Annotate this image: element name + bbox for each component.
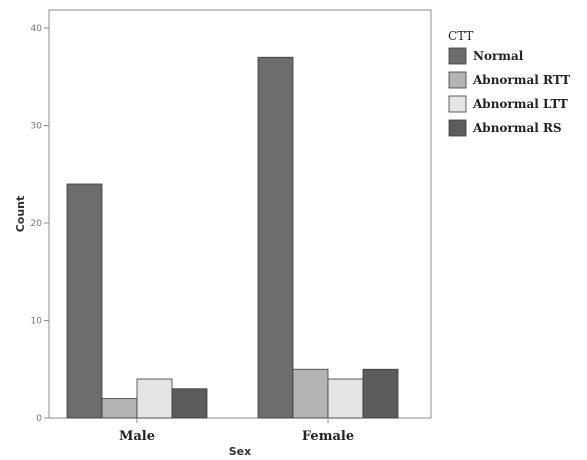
y-axis-ticks: 0 10 20 30 40: [31, 24, 49, 424]
bar-abnormal-ltt-female: [327, 378, 364, 419]
y-tick-label: 40: [31, 24, 43, 34]
legend-label-abnormal-rtt: Abnormal RTT: [472, 73, 570, 87]
bar-normal-male: [66, 183, 103, 419]
legend: CTT Normal Abnormal RTT Abnormal LTT Abnorm…: [448, 29, 570, 137]
bar-abnormal-ltt-male: [136, 378, 173, 419]
x-axis-title: Sex: [229, 445, 251, 458]
legend-label-normal: Normal: [473, 49, 524, 63]
bar-abnormal-rs-female: [362, 368, 399, 419]
legend-swatch-abnormal-ltt: [448, 95, 467, 113]
bar-normal-female: [257, 56, 294, 419]
legend-label-abnormal-ltt: Abnormal LTT: [472, 97, 568, 111]
legend-swatch-normal: [448, 47, 467, 65]
x-tick-label-female: Female: [302, 429, 354, 444]
bar-abnormal-rs-male: [171, 388, 208, 419]
legend-title: CTT: [448, 29, 473, 43]
bars: [66, 56, 399, 419]
legend-swatch-abnormal-rtt: [448, 71, 467, 89]
y-tick-label: 20: [31, 219, 43, 229]
y-tick-label: 0: [36, 414, 42, 424]
x-tick-label-male: Male: [119, 429, 155, 444]
legend-label-abnormal-rs: Abnormal RS: [472, 121, 562, 135]
y-axis-title: Count: [14, 196, 27, 233]
bar-abnormal-rtt-female: [292, 368, 329, 419]
plot-frame: [48, 9, 432, 419]
legend-swatch-abnormal-rs: [448, 119, 467, 137]
y-tick-label: 10: [31, 317, 43, 327]
x-axis-tick-labels: Male Female: [119, 418, 354, 444]
bar-abnormal-rtt-male: [101, 398, 138, 419]
y-tick-label: 30: [31, 122, 43, 132]
